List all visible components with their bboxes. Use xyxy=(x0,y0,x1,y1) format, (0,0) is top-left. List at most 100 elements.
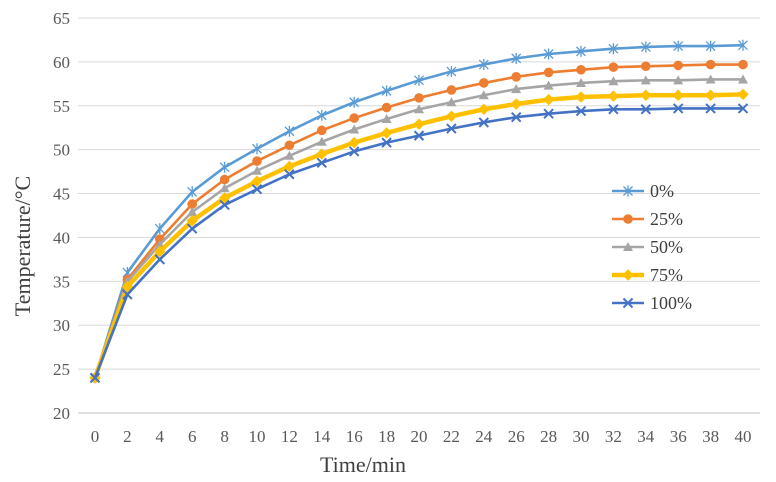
series-50-pct xyxy=(90,74,748,382)
data-point-x xyxy=(640,104,652,115)
data-point-circle xyxy=(349,113,360,123)
data-point-diamond xyxy=(672,89,684,101)
data-point-diamond xyxy=(575,91,587,103)
legend-item: 25% xyxy=(612,209,683,229)
x-tick-label: 40 xyxy=(735,427,752,446)
data-point-diamond xyxy=(251,175,263,187)
legend-marker xyxy=(623,242,633,251)
data-point-diamond xyxy=(121,280,134,293)
x-tick-label: 6 xyxy=(188,427,197,446)
data-point-diamond xyxy=(218,192,231,204)
data-point-x xyxy=(89,372,101,384)
data-point-triangle xyxy=(576,77,586,87)
data-point-triangle xyxy=(673,75,684,85)
x-tick-label: 36 xyxy=(670,427,687,446)
y-axis-title: Temperature/°C xyxy=(10,176,35,316)
legend-item: 50% xyxy=(612,237,683,257)
data-point-star xyxy=(608,43,619,55)
data-point-diamond xyxy=(478,103,490,115)
data-point-circle xyxy=(608,62,619,72)
legend-marker xyxy=(623,214,633,224)
data-point-x xyxy=(575,105,587,117)
data-point-x xyxy=(284,169,295,180)
data-point-x xyxy=(510,111,522,123)
data-point-triangle xyxy=(187,206,198,216)
data-point-circle xyxy=(252,156,262,166)
x-tick-label: 14 xyxy=(313,427,331,446)
data-point-x xyxy=(608,104,619,115)
data-point-star xyxy=(738,39,748,51)
data-point-star xyxy=(381,85,392,97)
data-point-triangle xyxy=(446,97,457,107)
data-point-diamond xyxy=(640,89,652,101)
legend-label: 50% xyxy=(650,237,683,257)
data-point-triangle xyxy=(252,165,262,175)
legend-marker xyxy=(622,269,634,281)
legend-marker xyxy=(622,297,634,309)
data-point-circle xyxy=(641,61,651,72)
data-point-circle xyxy=(511,72,522,82)
legend-label: 0% xyxy=(650,181,674,201)
data-point-circle xyxy=(219,174,230,185)
x-tick-label: 10 xyxy=(249,427,266,446)
data-point-triangle xyxy=(640,75,651,85)
y-tick-label: 65 xyxy=(53,9,70,28)
x-tick-label: 30 xyxy=(573,427,590,446)
data-point-star xyxy=(414,74,424,86)
data-point-star xyxy=(252,143,262,155)
y-tick-label: 40 xyxy=(53,228,70,247)
data-point-star xyxy=(446,66,457,78)
x-tick-label: 26 xyxy=(508,427,525,446)
data-point-star xyxy=(511,52,522,64)
data-point-star xyxy=(705,40,716,52)
legend-item: 0% xyxy=(612,181,674,201)
x-tick-label: 12 xyxy=(281,427,298,446)
series-100-pct xyxy=(89,103,749,384)
legend-label: 75% xyxy=(650,265,683,285)
x-tick-label: 8 xyxy=(220,427,229,446)
data-point-diamond xyxy=(704,89,717,101)
data-point-triangle xyxy=(381,113,392,123)
data-point-x xyxy=(186,223,198,234)
data-point-diamond xyxy=(413,118,425,130)
data-point-triangle xyxy=(414,104,424,114)
data-point-x xyxy=(478,117,490,128)
data-point-circle xyxy=(576,64,586,75)
data-point-diamond xyxy=(186,215,198,227)
data-point-diamond xyxy=(542,93,555,106)
data-point-x xyxy=(381,137,392,148)
data-point-x xyxy=(348,146,360,157)
x-tick-label: 18 xyxy=(378,427,395,446)
legend-label: 100% xyxy=(650,293,692,313)
data-point-circle xyxy=(673,60,684,71)
data-point-triangle xyxy=(349,124,360,134)
data-point-triangle xyxy=(608,76,619,86)
x-tick-label: 4 xyxy=(156,427,165,446)
x-tick-label: 38 xyxy=(702,427,719,446)
data-point-x xyxy=(446,123,457,134)
x-tick-label: 34 xyxy=(637,427,655,446)
y-tick-label: 50 xyxy=(53,141,70,160)
data-point-circle xyxy=(317,125,327,136)
data-point-star xyxy=(349,96,360,108)
legend-item: 100% xyxy=(612,293,692,313)
series-0-pct xyxy=(90,39,748,384)
data-point-x xyxy=(251,183,263,195)
data-point-star xyxy=(673,40,684,52)
data-point-diamond xyxy=(154,245,166,258)
data-point-diamond xyxy=(445,110,458,123)
data-point-x xyxy=(154,254,166,265)
y-tick-label: 35 xyxy=(53,272,70,291)
data-point-diamond xyxy=(348,136,360,149)
y-tick-label: 55 xyxy=(53,97,70,116)
x-tick-label: 16 xyxy=(346,427,363,446)
y-tick-label: 25 xyxy=(53,360,70,379)
data-point-circle xyxy=(446,85,457,95)
x-tick-label: 28 xyxy=(540,427,557,446)
x-tick-label: 24 xyxy=(475,427,493,446)
data-point-diamond xyxy=(283,160,296,173)
data-point-x xyxy=(737,103,749,114)
data-point-x xyxy=(413,130,425,141)
